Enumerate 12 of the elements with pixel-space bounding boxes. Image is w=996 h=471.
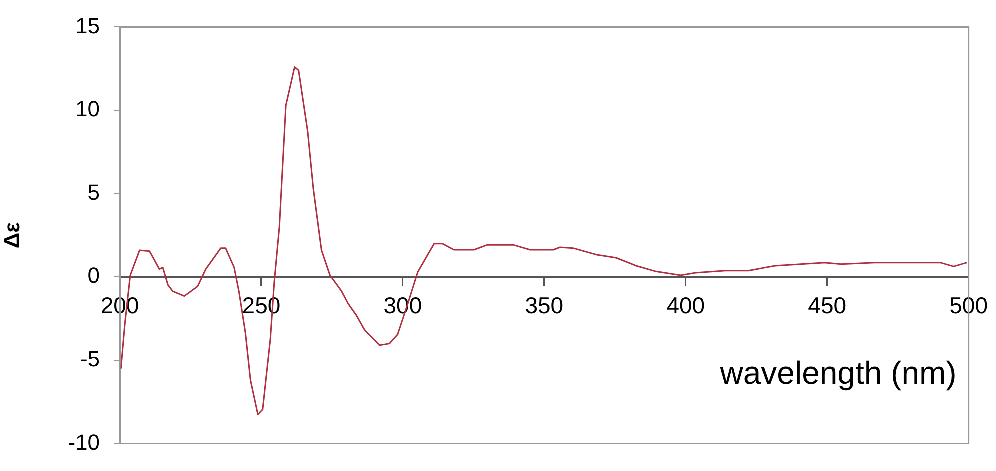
y-tick-label: -5 xyxy=(80,346,100,372)
y-tick-label: 15 xyxy=(76,13,100,38)
y-tick-label: -10 xyxy=(68,430,100,455)
y-tick-label: 10 xyxy=(76,96,100,122)
x-axis-title: wavelength (nm) xyxy=(719,354,957,391)
x-tick-label: 400 xyxy=(666,292,706,318)
x-tick-label: 450 xyxy=(808,292,847,318)
y-tick-label: 0 xyxy=(88,263,100,288)
x-tick-label: 350 xyxy=(525,292,564,318)
y-axis-title: Δε xyxy=(0,222,24,249)
x-tick-label: 500 xyxy=(950,292,988,318)
y-tick-label: 5 xyxy=(88,180,100,205)
